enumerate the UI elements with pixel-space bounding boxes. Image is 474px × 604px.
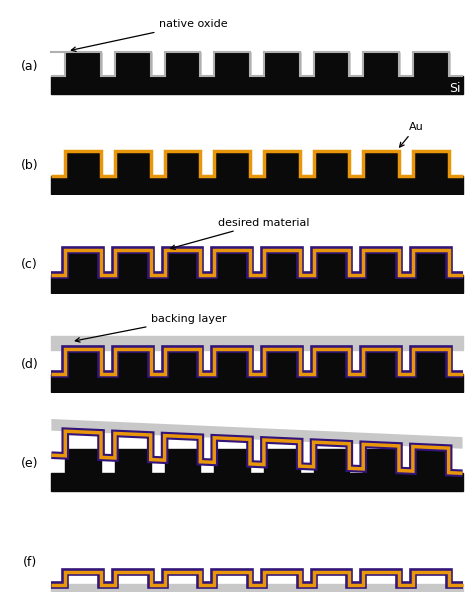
Bar: [264, 52, 300, 76]
Bar: [51, 374, 463, 392]
Bar: [314, 151, 349, 176]
Bar: [164, 449, 201, 474]
Bar: [65, 250, 101, 275]
Text: backing layer: backing layer: [75, 313, 226, 342]
Bar: [51, 584, 463, 591]
Text: (f): (f): [22, 556, 36, 569]
Bar: [214, 250, 250, 275]
Bar: [164, 151, 201, 176]
Bar: [413, 250, 448, 275]
Bar: [51, 176, 463, 194]
Bar: [363, 250, 399, 275]
Bar: [115, 449, 151, 474]
Text: Si: Si: [449, 82, 461, 95]
Bar: [51, 275, 463, 293]
Text: Au: Au: [400, 121, 424, 147]
Polygon shape: [51, 419, 463, 449]
Bar: [164, 350, 201, 374]
Bar: [115, 250, 151, 275]
Text: (b): (b): [21, 159, 38, 172]
Bar: [314, 449, 349, 474]
Bar: [413, 350, 448, 374]
Bar: [363, 151, 399, 176]
Text: desired material: desired material: [171, 217, 310, 249]
Bar: [314, 52, 349, 76]
Bar: [363, 350, 399, 374]
Bar: [115, 151, 151, 176]
Bar: [65, 350, 101, 374]
Bar: [214, 350, 250, 374]
Bar: [214, 449, 250, 474]
Text: native oxide: native oxide: [72, 19, 227, 51]
Text: (a): (a): [21, 60, 38, 73]
Bar: [65, 151, 101, 176]
Bar: [264, 350, 300, 374]
Bar: [214, 52, 250, 76]
Bar: [214, 151, 250, 176]
Bar: [115, 350, 151, 374]
Text: (e): (e): [21, 457, 38, 470]
Bar: [264, 151, 300, 176]
Bar: [363, 52, 399, 76]
Bar: [314, 350, 349, 374]
Bar: [413, 151, 448, 176]
Bar: [51, 336, 463, 350]
Bar: [413, 52, 448, 76]
Text: (c): (c): [21, 259, 38, 271]
Bar: [264, 250, 300, 275]
Bar: [164, 250, 201, 275]
Bar: [164, 52, 201, 76]
Bar: [65, 449, 101, 474]
Bar: [115, 52, 151, 76]
Bar: [51, 76, 463, 94]
Bar: [413, 449, 448, 474]
Bar: [314, 250, 349, 275]
Bar: [51, 474, 463, 492]
Bar: [65, 52, 101, 76]
Bar: [363, 449, 399, 474]
Bar: [264, 449, 300, 474]
Text: (d): (d): [21, 358, 38, 371]
